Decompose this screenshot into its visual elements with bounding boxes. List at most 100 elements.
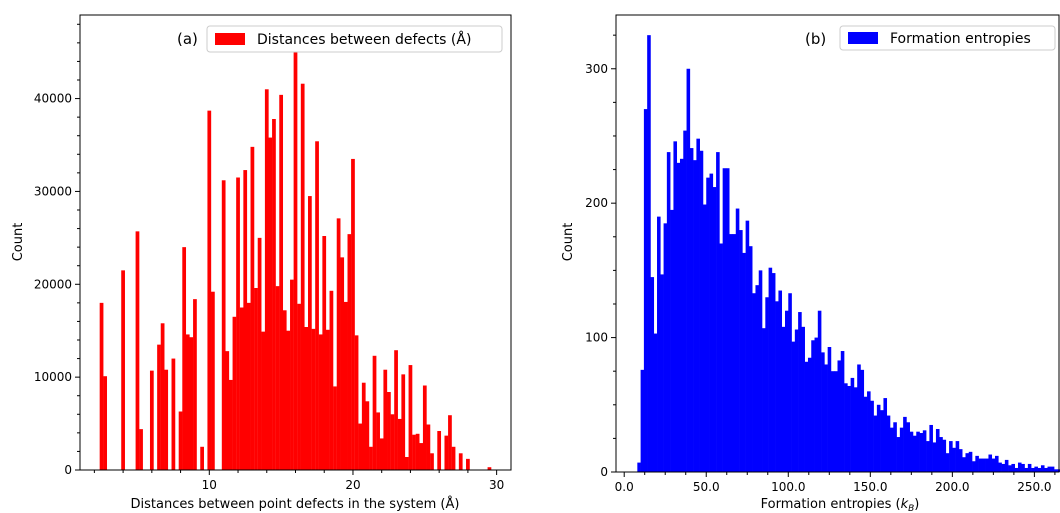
panel-b-bar: [637, 462, 641, 472]
panel-b-bar: [1001, 463, 1006, 472]
panel-b-bar: [962, 457, 966, 472]
panel-a-bar: [254, 288, 258, 470]
panel-b-bar: [1050, 466, 1055, 472]
panel-b-bar: [798, 312, 802, 472]
panel-b-bar: [867, 391, 871, 472]
panel-b-x-tick-label: 0.0: [615, 480, 634, 494]
panel-b-bar: [844, 383, 848, 472]
panel-b-bar: [719, 243, 723, 472]
panel-b-bar: [827, 347, 832, 472]
panel-a-bar: [164, 369, 169, 470]
panel-a-bar: [379, 438, 384, 470]
panel-a-bar: [340, 257, 345, 470]
panel-b-bar: [975, 455, 979, 472]
panel-a-legend-swatch: [215, 33, 245, 45]
panel-b-y-tick-label: 0: [600, 465, 608, 479]
panel-b-bar: [752, 293, 756, 472]
panel-b-bar: [709, 173, 714, 473]
panel-b-bar: [998, 462, 1002, 472]
panel-b-bar: [811, 340, 815, 472]
panel-a-bar: [225, 351, 230, 470]
panel-a-bar: [487, 467, 492, 470]
panel-a-y-tick-label: 20000: [34, 277, 72, 291]
panel-b-bar: [742, 252, 746, 472]
panel-b-bar: [955, 441, 960, 472]
panel-b-bar: [870, 400, 874, 472]
panel-b-bar: [657, 216, 661, 472]
panel-a-bar: [343, 301, 348, 470]
panel-b-bar: [660, 274, 664, 472]
panel-b-bar: [972, 461, 976, 472]
panel-b-bar: [952, 447, 956, 472]
panel-b-bar: [670, 209, 674, 472]
panel-a-bar: [369, 446, 373, 470]
panel-a-bar: [448, 415, 452, 470]
panel-b-bar: [929, 424, 933, 472]
panel-a-bar: [351, 158, 355, 470]
panel-a-bar: [329, 290, 334, 470]
panel-a-bar: [390, 414, 395, 470]
panel-a-x-axis-title: Distances between point defects in the s…: [131, 496, 460, 512]
panel-a-bar: [157, 344, 161, 470]
panel-b-bars: [637, 35, 1060, 473]
panel-b-bar: [729, 234, 733, 472]
panel-b-bar: [1044, 467, 1048, 472]
panel-a-bar: [246, 302, 251, 470]
panel-b-bar: [1031, 467, 1035, 472]
panel-b-bar: [834, 371, 838, 472]
panel-a-bar: [182, 247, 187, 470]
panel-a-bar: [422, 385, 427, 470]
panel-a-bar: [200, 446, 204, 470]
panel-a-bar: [171, 358, 176, 470]
panel-b-bar: [850, 377, 855, 472]
panel-b-bar: [689, 148, 694, 472]
panel-a-bar: [286, 330, 291, 470]
panel-b-bar: [1027, 463, 1032, 472]
panel-a-ticks: 10 20 30 0 10000 20000 30000 40000: [34, 23, 504, 492]
panel-b-bar: [932, 442, 937, 472]
panel-a-bar: [189, 337, 194, 470]
panel-b-bar: [722, 168, 727, 473]
panel-a-histogram: 10 20 30 0 10000 20000 30000 40000 Count Distan…: [11, 14, 512, 512]
panel-b-bar: [735, 208, 740, 473]
panel-b-bar: [985, 458, 989, 472]
panel-b-x-tick-label: 150.0: [853, 480, 887, 494]
panel-a-bar: [354, 335, 359, 470]
panel-a-bar: [437, 431, 442, 470]
panel-b-bar: [890, 427, 894, 472]
panel-a-plot-frame: [79, 14, 512, 471]
panel-b-bar: [801, 326, 805, 472]
panel-b-bar: [922, 430, 927, 472]
panel-b-bar: [716, 152, 720, 472]
panel-b-bar: [814, 337, 819, 472]
panel-b-y-axis-title: Count: [561, 223, 576, 262]
panel-b-bar: [643, 109, 648, 472]
panel-b-bar: [650, 277, 655, 472]
panel-b-bar: [788, 293, 792, 472]
panel-a-bar: [290, 279, 294, 470]
panel-a-bar: [149, 370, 154, 470]
panel-b-bar: [1054, 469, 1058, 472]
panel-b-bar: [778, 290, 783, 472]
panel-b-y-tick-label: 300: [585, 62, 608, 76]
panel-b-bar: [876, 404, 881, 472]
panel-b-bar: [712, 187, 717, 473]
panel-b-bar: [686, 68, 691, 472]
panel-b-x-tick-label: 250.0: [1017, 480, 1051, 494]
panel-a-bar: [322, 236, 327, 470]
panel-a-bar: [135, 231, 140, 470]
panel-b-bar: [765, 297, 769, 472]
panel-b-bar: [880, 410, 884, 472]
panel-a-bar: [394, 350, 398, 470]
panel-a-bar: [178, 411, 183, 470]
panel-b-bar: [949, 441, 953, 472]
panel-b-bar: [995, 455, 999, 472]
panel-b-bar: [906, 422, 910, 472]
panel-b-bar: [837, 360, 842, 472]
panel-a-bar: [397, 418, 402, 470]
panel-a-bar: [325, 329, 330, 470]
panel-a-bar: [236, 177, 240, 470]
panel-b-bar: [739, 230, 743, 472]
panel-b-bar: [840, 351, 845, 472]
